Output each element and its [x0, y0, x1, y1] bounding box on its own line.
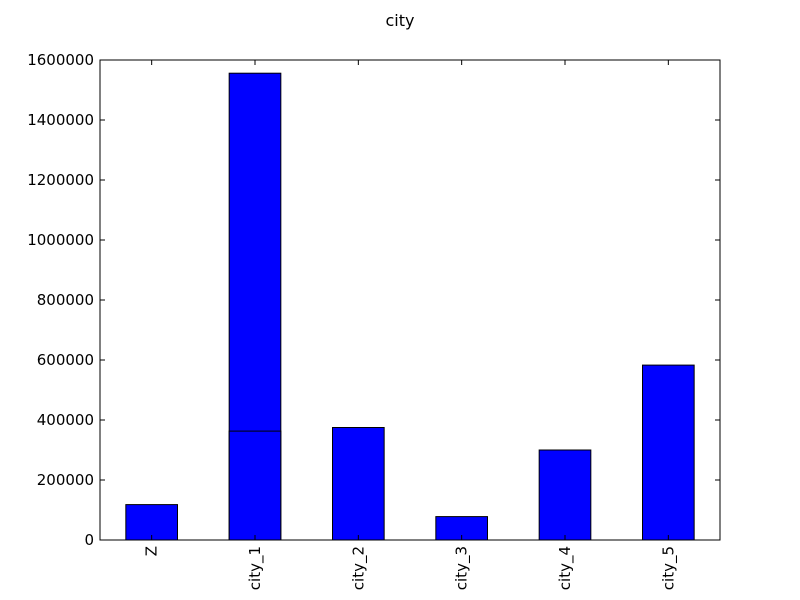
bar-city_4 — [538, 449, 592, 541]
bar-Z — [125, 504, 179, 541]
bar-city_5 — [642, 364, 695, 541]
y-tick-label: 1200000 — [27, 171, 94, 189]
x-tick-label-city_3: city_3 — [453, 546, 472, 590]
bar-city_2 — [332, 427, 385, 541]
y-tick-label: 0 — [84, 531, 94, 549]
y-tick-label: 200000 — [37, 471, 94, 489]
x-tick-label-city_2: city_2 — [349, 546, 368, 590]
x-tick-label-Z: Z — [143, 546, 161, 556]
y-tick-label: 1400000 — [27, 111, 94, 129]
bars-layer — [125, 72, 695, 541]
y-tick-label: 1000000 — [27, 231, 94, 249]
x-tick-label-city_1: city_1 — [246, 546, 265, 590]
x-tick-label-city_5: city_5 — [659, 546, 678, 590]
y-tick-label: 600000 — [37, 351, 94, 369]
bar-overlay-city_1 — [228, 430, 282, 541]
plot-frame — [99, 59, 721, 541]
y-tick-label: 800000 — [37, 291, 94, 309]
axes-layer: 0 200000 400000 600000 800000 1000000 1200000 1… — [27, 51, 721, 590]
x-tick-label-city_4: city_4 — [556, 546, 575, 590]
y-tick-label: 1600000 — [27, 51, 94, 69]
chart-title: city — [386, 11, 415, 30]
y-tick-label: 400000 — [37, 411, 94, 429]
